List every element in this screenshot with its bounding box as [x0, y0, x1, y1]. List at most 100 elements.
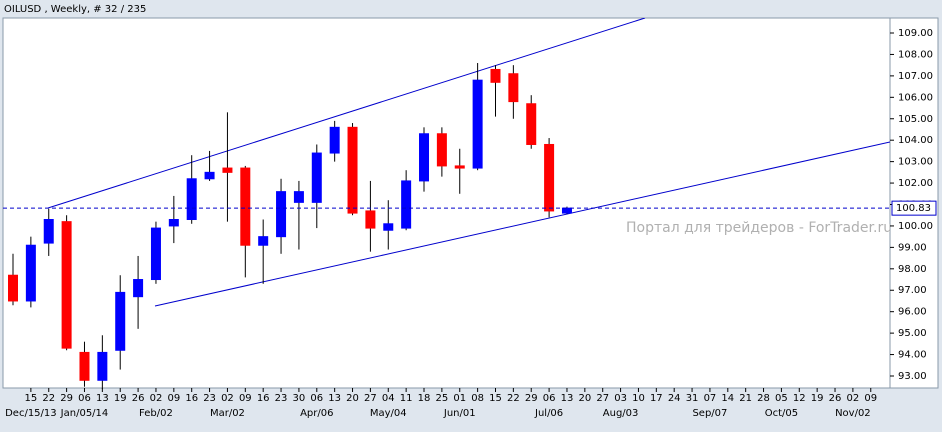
x-tick-label: 27	[364, 393, 377, 404]
y-tick-label: 108.00	[898, 49, 933, 60]
y-tick-label: 95.00	[898, 328, 927, 339]
candle-body	[240, 167, 251, 246]
y-tick-label: 100.00	[898, 221, 933, 232]
major-x-label: Oct/05	[765, 408, 798, 419]
x-tick-label: 21	[739, 393, 752, 404]
candle-body	[133, 279, 144, 298]
x-tick-label: 26	[829, 393, 842, 404]
x-tick-label: 24	[668, 393, 681, 404]
candle-body	[436, 133, 447, 167]
x-tick-label: 26	[132, 393, 145, 404]
x-tick-label: 11	[400, 393, 413, 404]
last-price-label: 100.83	[896, 203, 931, 214]
y-tick-label: 93.00	[898, 371, 927, 382]
candle-body	[115, 291, 126, 351]
candle-body	[365, 210, 376, 229]
x-tick-label: 22	[42, 393, 55, 404]
x-tick-label: 06	[78, 393, 91, 404]
x-tick-label: 09	[167, 393, 180, 404]
candle-body	[186, 178, 197, 221]
x-tick-label: 17	[650, 393, 663, 404]
x-tick-label: 08	[471, 393, 484, 404]
major-x-label: Dec/15/13	[5, 408, 57, 419]
trendline	[154, 141, 890, 307]
x-tick-label: 04	[382, 393, 395, 404]
x-tick-label: 28	[757, 393, 770, 404]
candle-body	[490, 68, 501, 83]
chart-title: OILUSD , Weekly, # 32 / 235	[4, 4, 146, 15]
major-x-label: Jan/05/14	[60, 408, 109, 419]
candle-body	[204, 171, 215, 180]
x-tick-label: 16	[257, 393, 270, 404]
x-tick-label: 16	[185, 393, 198, 404]
candle-body	[43, 219, 54, 244]
x-tick-label: 15	[489, 393, 502, 404]
candle-body	[97, 351, 108, 381]
x-tick-label: 31	[686, 393, 699, 404]
x-tick-label: 19	[811, 393, 824, 404]
major-x-label: Apr/06	[300, 408, 333, 419]
x-tick-label: 25	[436, 393, 449, 404]
major-x-label: Feb/02	[139, 408, 173, 419]
last-price-box	[891, 200, 937, 216]
x-tick-label: 23	[203, 393, 216, 404]
candle-body	[25, 244, 36, 302]
x-tick-label: 07	[704, 393, 717, 404]
candle-body	[61, 221, 72, 349]
candle-body	[526, 103, 537, 145]
x-tick-label: 13	[561, 393, 574, 404]
x-tick-label: 01	[453, 393, 466, 404]
y-tick-label: 107.00	[898, 71, 933, 82]
trendline	[47, 18, 646, 209]
y-tick-label: 104.00	[898, 135, 933, 146]
candle-body	[544, 143, 555, 212]
y-tick-label: 96.00	[898, 307, 927, 318]
x-tick-label: 13	[96, 393, 109, 404]
x-tick-label: 10	[632, 393, 645, 404]
trendlines	[47, 18, 890, 307]
x-tick-label: 06	[310, 393, 323, 404]
x-tick-label: 23	[275, 393, 288, 404]
x-tick-label: 06	[543, 393, 556, 404]
candle-body	[472, 79, 483, 169]
y-tick-label: 102.00	[898, 178, 933, 189]
x-tick-label: 29	[60, 393, 73, 404]
x-tick-label: 09	[864, 393, 877, 404]
candle-body	[293, 191, 304, 203]
x-tick-label: 20	[346, 393, 359, 404]
plot-area	[2, 17, 891, 389]
y-tick-label: 109.00	[898, 28, 933, 39]
x-tick-label: 05	[775, 393, 788, 404]
x-tick-label: 22	[507, 393, 520, 404]
x-tick-label: 27	[596, 393, 609, 404]
y-tick-label: 105.00	[898, 114, 933, 125]
y-tick-label: 94.00	[898, 350, 927, 361]
candle-body	[276, 191, 287, 238]
major-x-label: Aug/03	[603, 408, 639, 419]
candle-body	[454, 165, 465, 169]
major-x-label: Mar/02	[210, 408, 245, 419]
x-tick-label: 02	[150, 393, 163, 404]
y-tick-label: 103.00	[898, 157, 933, 168]
x-tick-label: 09	[239, 393, 252, 404]
candle-body	[8, 274, 18, 302]
y-tick-label: 97.00	[898, 285, 927, 296]
y-tick-label: 98.00	[898, 264, 927, 275]
x-tick-label: 03	[614, 393, 627, 404]
x-tick-label: 14	[721, 393, 734, 404]
candle-body	[383, 223, 394, 231]
candle-body	[329, 126, 340, 154]
x-tick-label: 13	[328, 393, 341, 404]
candle-body	[258, 236, 269, 246]
major-x-label: Nov/02	[835, 408, 871, 419]
x-tick-label: 30	[293, 393, 306, 404]
candle-body	[79, 351, 90, 381]
x-tick-label: 15	[25, 393, 38, 404]
y-tick-label: 106.00	[898, 92, 933, 103]
major-x-label: Jun/01	[443, 408, 476, 419]
candle-body	[401, 180, 412, 229]
candle-body	[311, 152, 322, 203]
watermark: Портал для трейдеров - ForTrader.ru	[626, 220, 892, 236]
candle-body	[508, 73, 519, 103]
